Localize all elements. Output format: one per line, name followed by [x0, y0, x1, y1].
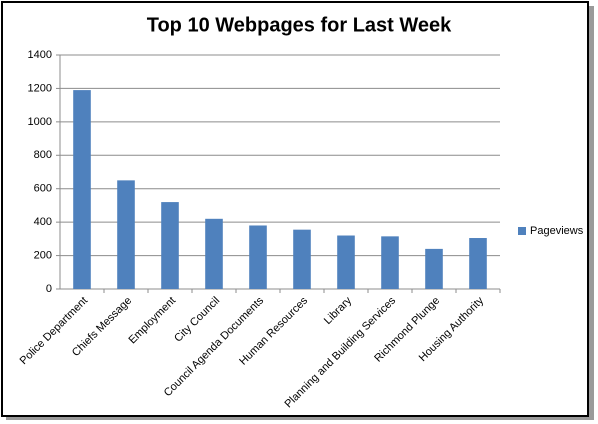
bar	[161, 202, 179, 289]
bar	[469, 238, 487, 289]
bar	[293, 229, 311, 289]
y-tick-label: 1000	[28, 116, 52, 128]
y-tick-label: 0	[46, 283, 52, 295]
legend-swatch	[518, 227, 526, 235]
legend-label: Pageviews	[530, 225, 584, 237]
bar	[425, 248, 443, 289]
y-tick-label: 800	[34, 149, 52, 161]
y-tick-label: 600	[34, 183, 52, 195]
bar	[249, 225, 267, 289]
bar	[337, 235, 355, 289]
bar	[73, 90, 91, 289]
y-tick-label: 1200	[28, 82, 52, 94]
frame	[1, 1, 589, 417]
chart-title: Top 10 Webpages for Last Week	[147, 14, 452, 36]
y-tick-label: 200	[34, 249, 52, 261]
bar	[117, 180, 135, 289]
y-tick-label: 1400	[28, 49, 52, 61]
bar	[381, 236, 399, 289]
y-tick-label: 400	[34, 216, 52, 228]
bar	[205, 218, 223, 289]
